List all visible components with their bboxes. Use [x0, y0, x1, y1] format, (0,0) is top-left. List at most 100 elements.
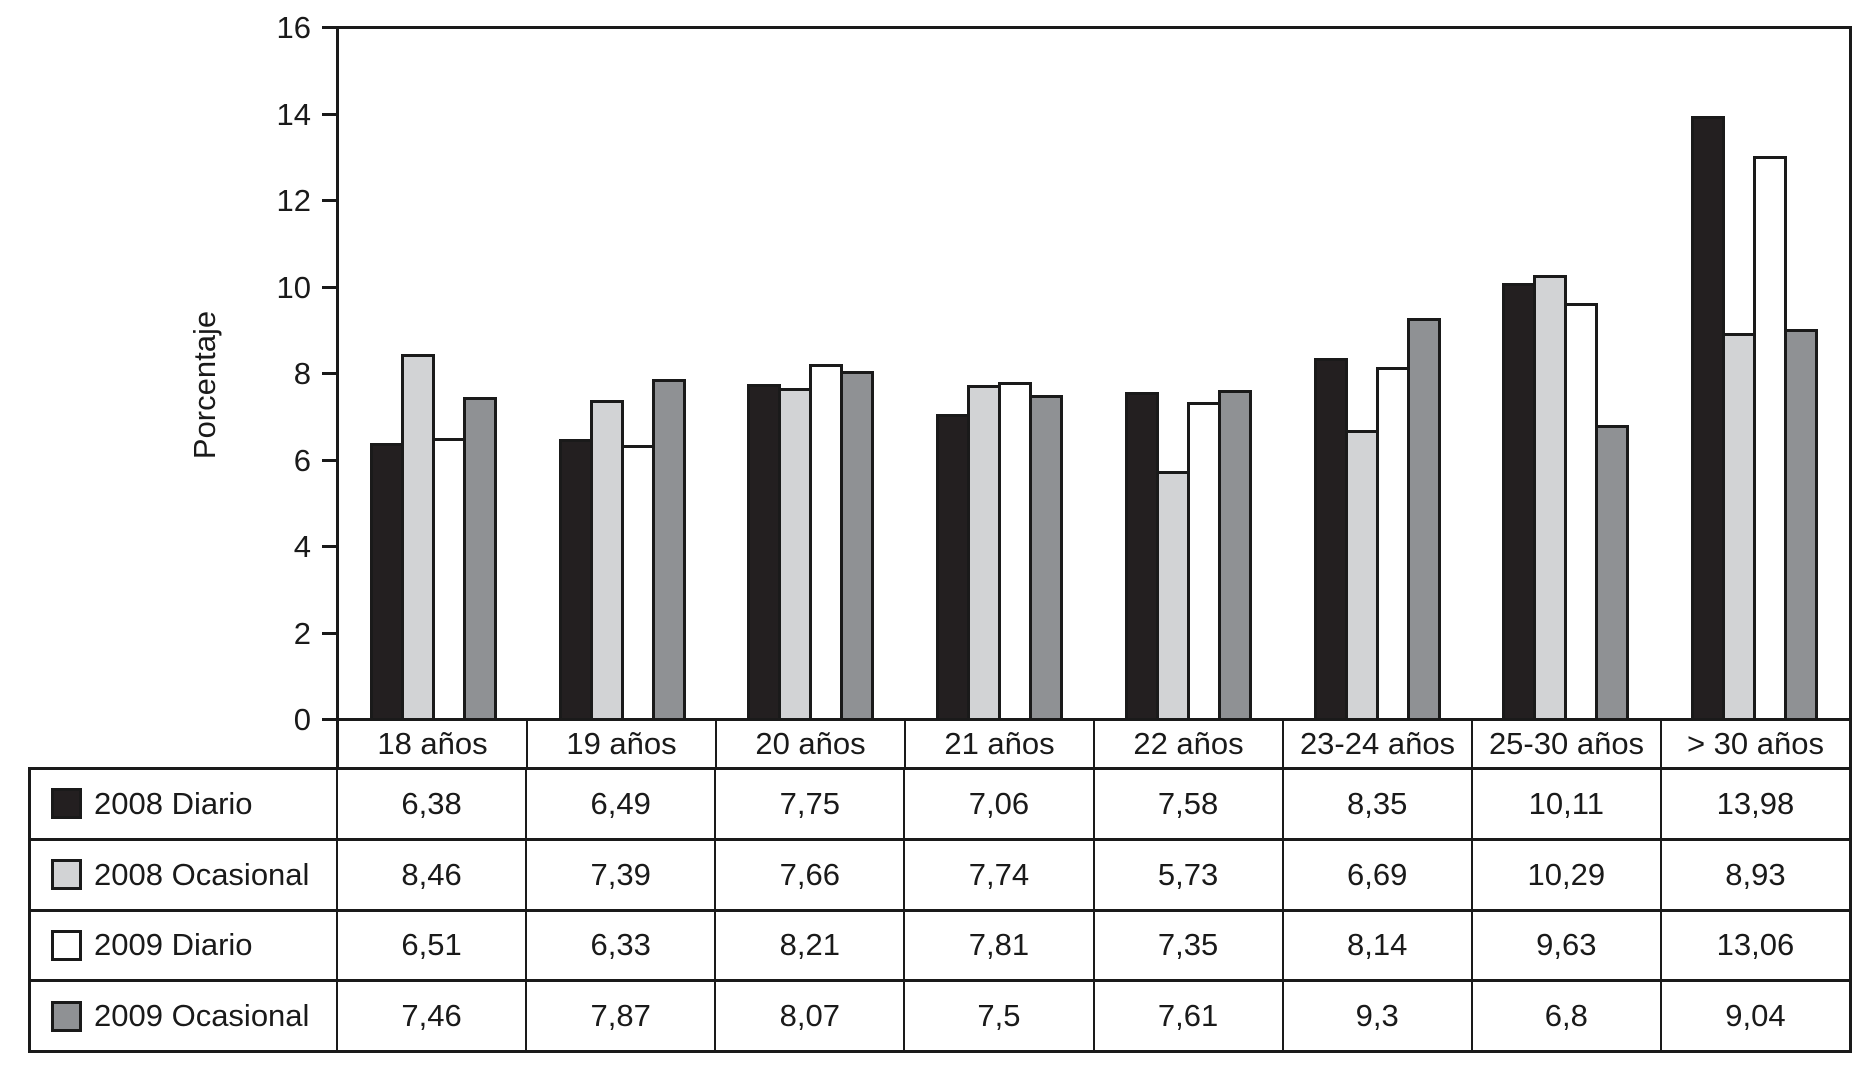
bar-2009-diario-30-a-os — [1753, 155, 1788, 718]
bar-group-22-a-os — [1094, 29, 1283, 718]
y-tick-label-16: 16 — [276, 10, 311, 45]
category-label-19-a-os: 19 años — [526, 721, 715, 767]
y-tick-label-10: 10 — [276, 269, 311, 305]
y-tick-label-12: 12 — [276, 183, 311, 218]
legend-label-2009-diario: 2009 Diario — [94, 927, 253, 963]
value-cell-2009-diario-21-a-os: 7,81 — [903, 911, 1092, 980]
table-row-2009-diario: 2009 Diario 6,51 6,33 8,21 7,81 7,35 8,14 9,63 1… — [31, 908, 1849, 980]
category-label-30-a-os: > 30 años — [1660, 721, 1849, 767]
y-tick-label-8: 8 — [293, 356, 311, 391]
bar-2008-diario-25-30-a-os — [1502, 282, 1537, 718]
bar-2008-ocasional-20-a-os — [778, 388, 813, 718]
bar-2008-diario-22-a-os — [1124, 391, 1159, 718]
legend-cell-2008-ocasional: 2008 Ocasional — [31, 841, 336, 909]
value-cell-2008-diario-18-a-os: 6,38 — [336, 770, 525, 838]
bar-2009-ocasional-25-30-a-os — [1595, 425, 1630, 718]
value-cell-2008-ocasional-18-a-os: 8,46 — [336, 840, 525, 909]
y-tick-mark-16 — [322, 26, 336, 29]
plot-area — [336, 26, 1852, 721]
legend-swatch-2009-ocasional — [51, 1000, 82, 1032]
legend-swatch-2009-diario — [51, 929, 82, 961]
y-tick-mark-10 — [322, 285, 336, 289]
bar-group-18-a-os — [339, 29, 528, 718]
bar-2009-diario-21-a-os — [998, 381, 1033, 718]
value-cell-2008-ocasional-22-a-os: 5,73 — [1092, 840, 1282, 909]
bar-2008-diario-30-a-os — [1691, 116, 1726, 718]
y-axis: 0 2 4 6 8 10 12 14 16 — [0, 12, 336, 735]
value-cell-2009-ocasional-21-a-os: 7,5 — [903, 982, 1092, 1050]
table-row-2009-ocasional: 2009 Ocasional 7,46 7,87 8,07 7,5 7,61 9,3 6,8 9… — [31, 979, 1849, 1050]
bar-2008-ocasional-22-a-os — [1155, 471, 1190, 718]
y-tick-label-0: 0 — [293, 702, 311, 737]
bar-2009-diario-22-a-os — [1186, 401, 1221, 718]
bar-group-19-a-os — [528, 29, 717, 718]
legend-cell-2008-diario: 2008 Diario — [31, 770, 336, 838]
legend-cell-2009-diario: 2009 Diario — [31, 912, 336, 980]
value-cell-2009-ocasional-19-a-os: 7,87 — [525, 982, 714, 1050]
bar-2008-ocasional-18-a-os — [400, 353, 435, 718]
y-tick-label-6: 6 — [293, 442, 311, 478]
table-row-2008-ocasional: 2008 Ocasional 8,46 7,39 7,66 7,74 5,73 6,69 10… — [31, 837, 1849, 909]
y-tick-mark-8 — [322, 372, 336, 375]
bar-2009-ocasional-23-24-a-os — [1406, 317, 1441, 718]
bar-2008-diario-19-a-os — [558, 438, 593, 718]
value-cell-2009-diario-25-30-a-os: 9,63 — [1470, 911, 1660, 980]
value-cell-2008-diario-23-24-a-os: 8,35 — [1281, 770, 1471, 838]
value-cell-2008-diario-20-a-os: 7,75 — [714, 770, 903, 838]
value-cell-2009-ocasional-18-a-os: 7,46 — [336, 982, 525, 1050]
legend-label-2008-diario: 2008 Diario — [94, 785, 253, 821]
value-cell-2009-ocasional-30-a-os: 9,04 — [1659, 982, 1849, 1050]
bar-2009-diario-19-a-os — [620, 445, 655, 718]
value-cell-2008-diario-25-30-a-os: 10,11 — [1470, 770, 1660, 838]
value-cell-2008-diario-30-a-os: 13,98 — [1659, 770, 1849, 838]
bar-2009-diario-18-a-os — [431, 437, 466, 718]
bar-2008-diario-20-a-os — [747, 384, 782, 718]
bar-2009-ocasional-20-a-os — [840, 370, 875, 718]
value-cell-2009-diario-20-a-os: 8,21 — [714, 911, 903, 980]
bar-2008-ocasional-23-24-a-os — [1344, 429, 1379, 718]
bar-2009-ocasional-22-a-os — [1217, 390, 1252, 718]
bar-2009-ocasional-30-a-os — [1784, 328, 1819, 718]
bar-2009-diario-25-30-a-os — [1564, 303, 1599, 718]
bar-2008-ocasional-30-a-os — [1722, 333, 1757, 718]
bar-2008-ocasional-19-a-os — [589, 399, 624, 718]
y-tick-mark-0 — [322, 718, 336, 721]
legend-label-2008-ocasional: 2008 Ocasional — [94, 856, 310, 892]
bar-group-25-30-a-os — [1472, 29, 1661, 718]
category-label-25-30-a-os: 25-30 años — [1471, 721, 1660, 767]
category-label-21-a-os: 21 años — [904, 721, 1093, 767]
legend-label-2009-ocasional: 2009 Ocasional — [94, 998, 310, 1034]
value-cell-2008-ocasional-21-a-os: 7,74 — [903, 840, 1092, 909]
value-cell-2009-ocasional-23-24-a-os: 9,3 — [1281, 982, 1471, 1050]
value-cell-2008-ocasional-25-30-a-os: 10,29 — [1470, 840, 1660, 909]
category-label-18-a-os: 18 años — [377, 726, 488, 761]
y-tick-mark-14 — [322, 112, 336, 116]
bar-2008-diario-23-24-a-os — [1313, 358, 1348, 718]
value-cell-2009-ocasional-25-30-a-os: 6,8 — [1470, 982, 1660, 1050]
value-cell-2008-ocasional-23-24-a-os: 6,69 — [1281, 840, 1471, 909]
bar-2009-ocasional-21-a-os — [1029, 395, 1064, 718]
bar-group-30-a-os — [1660, 29, 1849, 718]
table-row-2008-diario: 2008 Diario 6,38 6,49 7,75 7,06 7,58 8,35 10,11… — [31, 770, 1849, 838]
category-label-20-a-os: 20 años — [715, 721, 904, 767]
value-cell-2009-diario-23-24-a-os: 8,14 — [1281, 911, 1471, 980]
value-cell-2008-ocasional-19-a-os: 7,39 — [525, 840, 714, 909]
y-tick-label-4: 4 — [293, 529, 311, 564]
bar-2008-diario-21-a-os — [936, 413, 971, 718]
value-cell-2008-ocasional-20-a-os: 7,66 — [714, 840, 903, 909]
y-tick-label-14: 14 — [276, 96, 311, 132]
category-label-22-a-os: 22 años — [1093, 721, 1282, 767]
value-cell-2009-ocasional-20-a-os: 8,07 — [714, 982, 903, 1050]
value-cell-2009-diario-19-a-os: 6,33 — [525, 911, 714, 980]
legend-swatch-2008-diario — [51, 788, 82, 820]
y-tick-mark-12 — [322, 199, 336, 202]
bar-2008-diario-18-a-os — [369, 443, 404, 718]
value-cell-2008-ocasional-30-a-os: 8,93 — [1659, 840, 1849, 909]
value-cell-2009-diario-22-a-os: 7,35 — [1092, 911, 1282, 980]
y-tick-label-2: 2 — [293, 615, 311, 651]
bar-group-23-24-a-os — [1283, 29, 1472, 718]
bar-2009-diario-23-24-a-os — [1375, 367, 1410, 718]
y-axis-title: Porcentaje — [187, 310, 222, 460]
legend-cell-2009-ocasional: 2009 Ocasional — [31, 982, 336, 1050]
